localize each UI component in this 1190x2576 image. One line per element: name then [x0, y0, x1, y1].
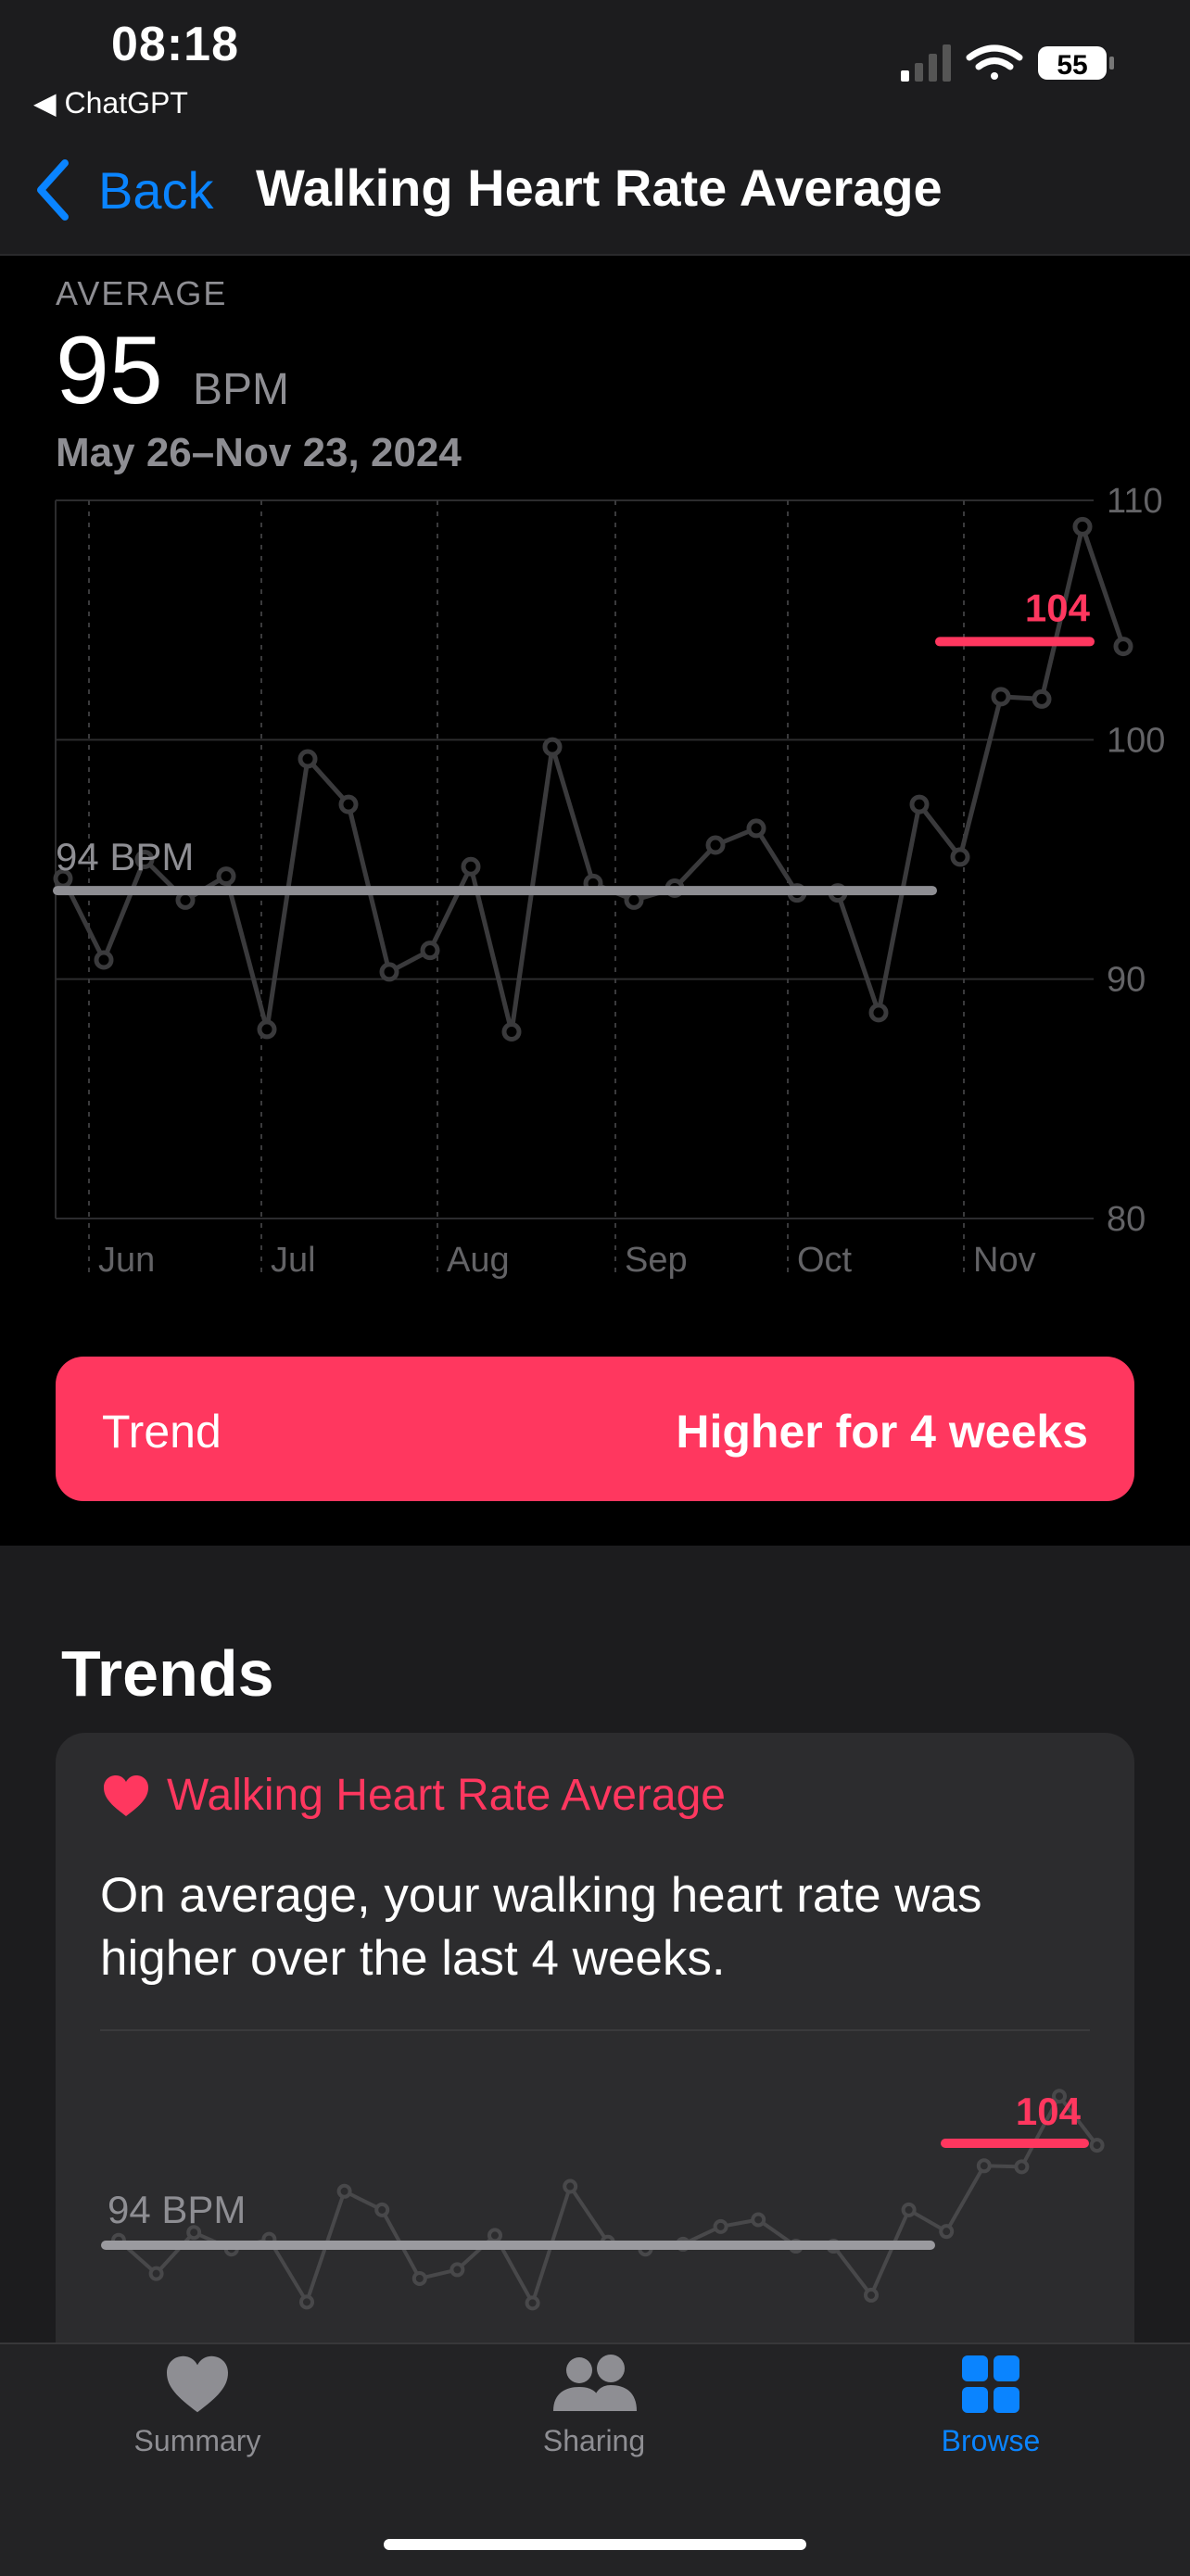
- mini-data-point: [487, 2228, 502, 2243]
- data-point: [216, 866, 236, 887]
- average-line-label: 94 BPM: [56, 835, 194, 878]
- mini-data-point: [148, 2266, 164, 2281]
- mini-data-point: [374, 2202, 390, 2217]
- y-tick-label: 100: [1107, 721, 1165, 760]
- cellular-signal-icon: [901, 44, 951, 82]
- status-time: 08:18: [111, 18, 239, 71]
- trend-card-header: Walking Heart Rate Average: [102, 1770, 726, 1821]
- date-range: May 26–Nov 23, 2024: [56, 430, 462, 475]
- tab-browse-label: Browse: [941, 2424, 1041, 2457]
- average-value: 95: [56, 317, 163, 424]
- data-point: [134, 850, 155, 869]
- mini-average-label: 94 BPM: [108, 2188, 246, 2231]
- data-point: [746, 818, 766, 839]
- navigation-bar: [0, 0, 1190, 255]
- trend-card-text: On average, your walking heart rate was …: [100, 1868, 982, 1986]
- chevron-left-icon: [37, 159, 69, 221]
- data-point: [542, 737, 563, 757]
- x-tick-label: Sep: [625, 1241, 688, 1280]
- mini-data-point: [186, 2225, 202, 2241]
- back-label: Back: [98, 160, 214, 220]
- mini-data-point: [1089, 2138, 1105, 2153]
- data-point: [705, 835, 726, 855]
- mini-data-point: [563, 2178, 578, 2194]
- y-tick-label: 80: [1107, 1200, 1146, 1239]
- data-point: [909, 794, 930, 814]
- home-indicator: [384, 2539, 806, 2550]
- mini-data-point: [939, 2224, 955, 2240]
- data-point: [868, 1003, 889, 1023]
- x-tick-label: Jun: [98, 1241, 155, 1280]
- mini-data-point: [299, 2294, 314, 2310]
- trend-banner[interactable]: Trend Higher for 4 weeks: [56, 1357, 1134, 1501]
- average-label: AVERAGE: [56, 274, 228, 312]
- y-tick-label: 90: [1107, 961, 1146, 1000]
- tab-summary[interactable]: Summary: [86, 2354, 309, 2493]
- tab-sharing-label: Sharing: [542, 2424, 646, 2457]
- tab-sharing[interactable]: Sharing: [483, 2354, 705, 2493]
- data-point: [991, 687, 1011, 707]
- card-divider: [100, 2029, 1090, 2031]
- x-tick-label: Oct: [797, 1241, 853, 1280]
- back-button[interactable]: Back: [33, 153, 214, 227]
- trends-title: Trends: [61, 1637, 274, 1710]
- mini-recent-label: 104: [1016, 2090, 1082, 2133]
- nav-divider: [0, 254, 1190, 256]
- heart-icon: [104, 1774, 148, 1816]
- mini-data-point: [336, 2183, 352, 2199]
- mini-data-point: [411, 2270, 427, 2286]
- mini-data-point: [864, 2287, 879, 2303]
- status-icons: 55: [901, 44, 1114, 82]
- tab-browse[interactable]: Browse: [880, 2354, 1102, 2493]
- people-icon: [553, 2355, 637, 2411]
- y-tick-label: 110: [1107, 482, 1163, 521]
- data-point: [257, 1019, 277, 1040]
- mini-data-point: [713, 2218, 728, 2234]
- recent-average-label: 104: [1025, 586, 1091, 629]
- mini-data-point: [525, 2295, 540, 2311]
- back-to-app-link[interactable]: ◀ ChatGPT: [33, 86, 188, 120]
- x-tick-label: Nov: [973, 1241, 1036, 1280]
- grid-icon: [962, 2355, 1019, 2413]
- data-point: [94, 950, 114, 970]
- trend-value: Higher for 4 weeks: [676, 1406, 1088, 1458]
- page-title: Walking Heart Rate Average: [256, 158, 943, 217]
- mini-series-line: [117, 2092, 1099, 2308]
- data-point: [950, 847, 970, 867]
- trend-label: Trend: [102, 1406, 222, 1458]
- average-unit: BPM: [193, 365, 290, 414]
- mini-data-point: [901, 2202, 917, 2217]
- heart-rate-chart[interactable]: 80 90 100 110 Jun Jul Aug Sep Oct Nov 94 BPM 104: [0, 482, 1190, 1297]
- heart-icon: [167, 2355, 228, 2413]
- x-tick-label: Jul: [271, 1241, 316, 1280]
- x-tick-label: Aug: [447, 1241, 510, 1280]
- data-point: [1072, 516, 1093, 537]
- mini-data-point: [976, 2158, 992, 2174]
- data-point: [1032, 688, 1052, 709]
- mini-data-point: [751, 2212, 766, 2228]
- mini-data-point: [1014, 2159, 1030, 2175]
- battery-icon: 55: [1038, 46, 1114, 81]
- trend-card-title: Walking Heart Rate Average: [167, 1771, 726, 1820]
- data-point: [1113, 637, 1133, 657]
- mini-data-point: [449, 2262, 465, 2278]
- data-point: [501, 1022, 522, 1042]
- data-point: [298, 749, 318, 769]
- battery-level: 55: [1057, 50, 1087, 81]
- data-point: [338, 794, 359, 814]
- trend-card[interactable]: [56, 1733, 1134, 2381]
- data-point: [379, 962, 399, 982]
- data-point: [420, 941, 440, 961]
- trend-mini-chart: 94 BPM 104: [101, 2089, 1105, 2311]
- tab-summary-label: Summary: [133, 2424, 261, 2457]
- mini-data-point: [1052, 2089, 1067, 2104]
- data-point: [461, 856, 481, 877]
- wifi-icon: [966, 44, 1023, 80]
